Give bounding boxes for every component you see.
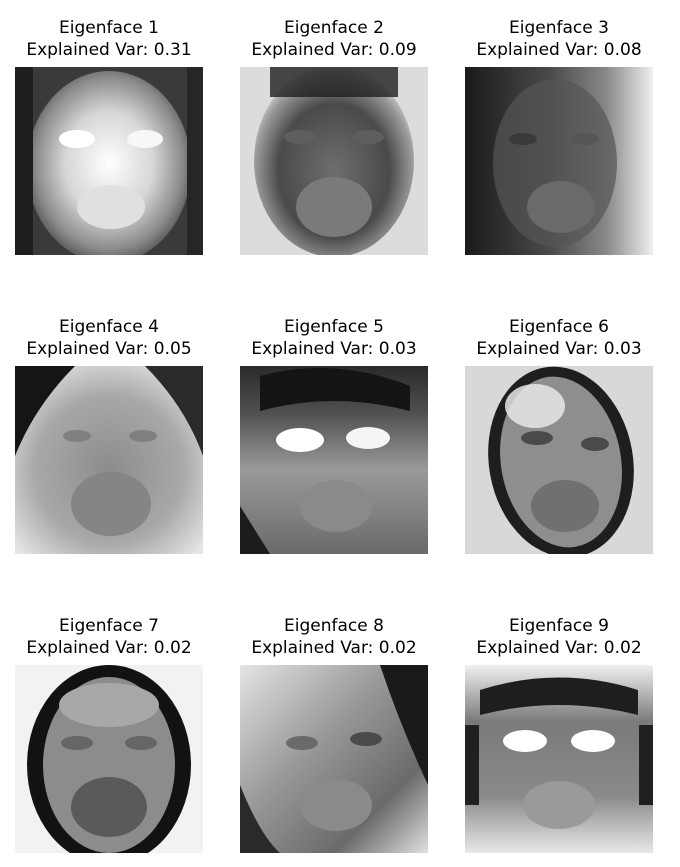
panel-subtitle: Explained Var: 0.31	[26, 40, 192, 60]
eigenface-image	[240, 67, 428, 255]
panel-title: Eigenface 5	[284, 317, 384, 337]
panel-subtitle: Explained Var: 0.05	[26, 339, 192, 359]
eigenface-image	[15, 67, 203, 255]
panel-subtitle: Explained Var: 0.02	[476, 638, 642, 658]
panel-title: Eigenface 8	[284, 616, 384, 636]
panel-title: Eigenface 3	[509, 18, 609, 38]
eigenface-image	[15, 665, 203, 853]
panel-subtitle: Explained Var: 0.03	[476, 339, 642, 359]
panel-subtitle: Explained Var: 0.03	[251, 339, 417, 359]
panel-title: Eigenface 9	[509, 616, 609, 636]
panel-subtitle: Explained Var: 0.02	[26, 638, 192, 658]
eigenface-image	[240, 665, 428, 853]
eigenface-image	[465, 366, 653, 554]
panel-title: Eigenface 6	[509, 317, 609, 337]
panel-subtitle: Explained Var: 0.09	[251, 40, 417, 60]
panel-subtitle: Explained Var: 0.02	[251, 638, 417, 658]
eigenface-image	[15, 366, 203, 554]
panel-subtitle: Explained Var: 0.08	[476, 40, 642, 60]
panel-title: Eigenface 7	[59, 616, 159, 636]
panel-title: Eigenface 1	[59, 18, 159, 38]
eigenface-image	[465, 665, 653, 853]
panel-title: Eigenface 4	[59, 317, 159, 337]
panel-title: Eigenface 2	[284, 18, 384, 38]
eigenface-image	[465, 67, 653, 255]
eigenface-image	[240, 366, 428, 554]
